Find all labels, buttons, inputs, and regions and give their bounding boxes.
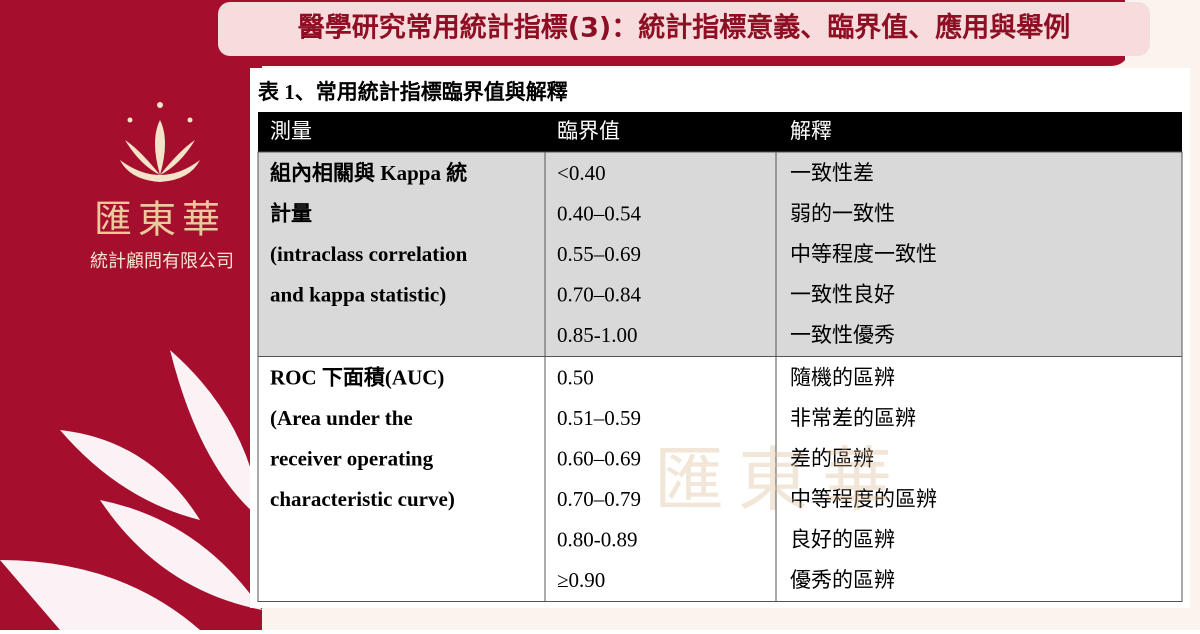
threshold-cell: 0.60–0.69 <box>557 446 641 470</box>
interpretation-cell: 弱的一致性 <box>790 201 895 225</box>
measure-text: (intraclass correlation <box>270 242 468 266</box>
interpretation-cell: 中等程度的區辨 <box>790 487 937 511</box>
measure-text: characteristic curve) <box>270 487 455 511</box>
measure-text: and kappa statistic) <box>270 282 446 306</box>
threshold-cell: 0.70–0.84 <box>557 282 642 306</box>
logo-icon <box>120 102 200 182</box>
interpretation-cell: 一致性良好 <box>790 282 895 306</box>
measure-text: (Area under the <box>270 406 413 430</box>
threshold-cell: <0.40 <box>557 161 606 185</box>
threshold-cell: 0.80-0.89 <box>557 527 638 551</box>
interpretation-cell: 中等程度一致性 <box>790 242 937 266</box>
watermark: 匯東華 <box>654 439 906 521</box>
crimson-band <box>0 0 1125 630</box>
threshold-cell: 0.85-1.00 <box>557 323 638 347</box>
page-title: 醫學研究常用統計指標(3)：統計指標意義、臨界值、應用與舉例 <box>298 12 1070 44</box>
interpretation-cell: 一致性優秀 <box>790 323 895 347</box>
measure-text: receiver operating <box>270 446 434 470</box>
title-pill <box>218 2 1150 56</box>
lotus-decoration <box>0 350 262 630</box>
header-cell: 解釋 <box>790 119 832 143</box>
logo-company: 統計顧問有限公司 <box>90 251 234 272</box>
threshold-cell: 0.55–0.69 <box>557 242 641 266</box>
interpretation-cell: 一致性差 <box>790 161 874 185</box>
group-bg <box>257 356 1183 602</box>
measure-text: ROC 下面積(AUC) <box>270 365 444 389</box>
threshold-cell: 0.50 <box>557 365 594 389</box>
threshold-cell: 0.40–0.54 <box>557 201 642 225</box>
interpretation-cell: 優秀的區辨 <box>790 568 895 592</box>
logo-name: 匯東華 <box>94 198 226 242</box>
header-cell: 測量 <box>270 119 312 143</box>
measure-text: 組內相關與 Kappa 統 <box>270 161 467 185</box>
threshold-cell: 0.51–0.59 <box>557 406 641 430</box>
table-caption: 表 1、常用統計指標臨界值與解釋 <box>258 80 568 104</box>
threshold-cell: ≥0.90 <box>557 568 605 592</box>
interpretation-cell: 差的區辨 <box>790 446 874 470</box>
measure-text: 計量 <box>270 201 312 225</box>
threshold-cell: 0.70–0.79 <box>557 487 641 511</box>
interpretation-cell: 非常差的區辨 <box>790 406 916 430</box>
header-cell: 臨界值 <box>557 119 620 143</box>
interpretation-cell: 良好的區辨 <box>790 527 895 551</box>
interpretation-cell: 隨機的區辨 <box>790 365 895 389</box>
header-row <box>258 112 1182 152</box>
group-bg <box>257 151 1183 357</box>
